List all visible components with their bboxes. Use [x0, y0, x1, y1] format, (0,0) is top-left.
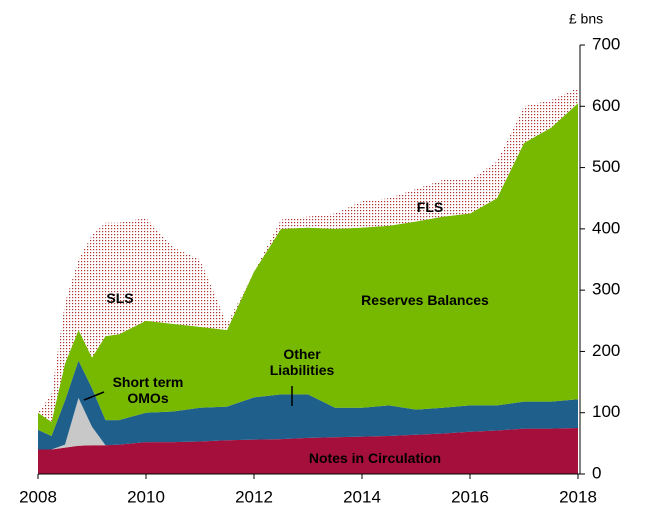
area	[38, 428, 578, 474]
y-tick-label: 500	[592, 157, 620, 176]
x-tick-label: 2014	[343, 487, 381, 506]
series-label: Other Liabilities	[269, 346, 335, 378]
series-label: Notes in Circulation	[308, 450, 442, 466]
area	[38, 103, 578, 437]
x-tick-label: 2018	[559, 487, 597, 506]
area	[38, 103, 578, 422]
x-tick-label: 2016	[451, 487, 489, 506]
area	[38, 87, 578, 413]
y-tick-label: 700	[592, 34, 620, 53]
series-label: Reserves Balances	[361, 292, 489, 308]
y-tick-label: 0	[592, 463, 601, 482]
series-label: FLS	[416, 199, 444, 215]
area	[38, 398, 578, 450]
y-tick-label: 600	[592, 96, 620, 115]
label-pointer	[83, 391, 105, 401]
x-tick-label: 2012	[235, 487, 273, 506]
y-unit-label: £ bns	[569, 11, 603, 27]
y-tick-label: 100	[592, 402, 620, 421]
y-tick-label: 300	[592, 280, 620, 299]
y-tick-label: 400	[592, 218, 620, 237]
series-label: SLS	[106, 290, 134, 306]
x-tick-label: 2008	[19, 487, 57, 506]
x-tick-label: 2010	[127, 487, 165, 506]
area	[38, 360, 578, 450]
y-tick-label: 200	[592, 341, 620, 360]
series-label: Short term OMOs	[112, 374, 184, 406]
